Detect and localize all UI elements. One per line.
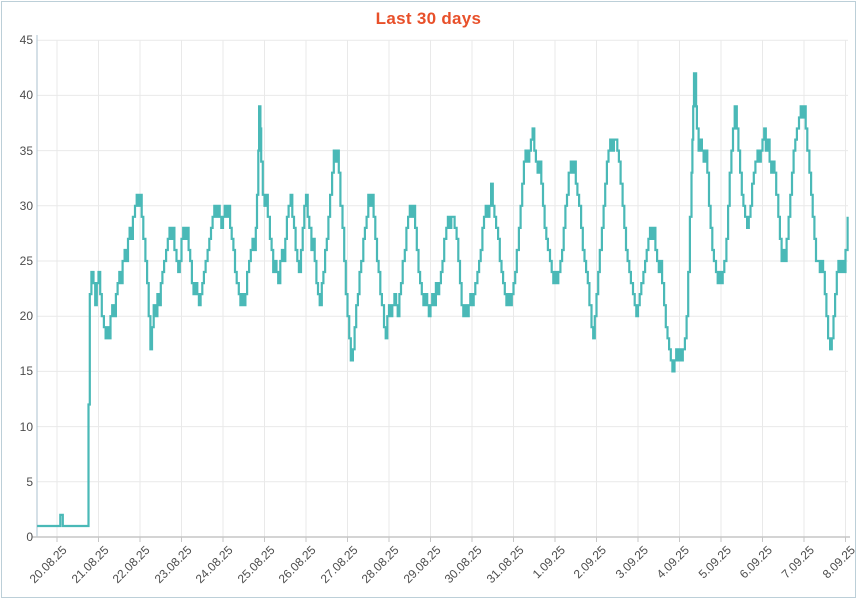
y-tick-label: 40 (19, 88, 33, 103)
line-chart-svg (32, 35, 850, 542)
chart-title: Last 30 days (375, 9, 482, 28)
chart-panel: Last 30 days 0 5 10 15 20 25 30 35 40 45 20.08.25… (1, 1, 858, 598)
y-tick-label: 0 (26, 530, 33, 544)
y-tick-label: 20 (19, 309, 33, 324)
y-tick-label: 5 (26, 474, 33, 489)
y-tick-label: 30 (19, 198, 33, 213)
y-tick-label: 15 (19, 364, 33, 379)
data-series-line (37, 72, 849, 528)
y-tick-label: 35 (19, 143, 33, 158)
y-tick-label: 45 (19, 33, 33, 48)
y-tick-label: 10 (19, 419, 33, 434)
y-tick-label: 25 (19, 254, 33, 268)
